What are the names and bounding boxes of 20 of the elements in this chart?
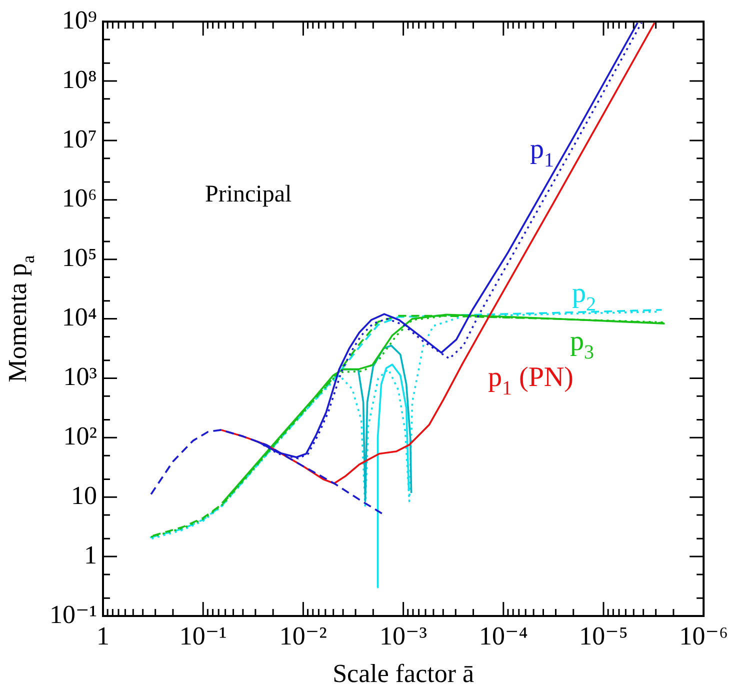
y-tick-label: 10³ — [63, 362, 98, 392]
y-tick-label: 10² — [63, 422, 98, 451]
y-tick-label: 10⁻¹ — [49, 600, 97, 629]
x-tick-label: 10⁻⁵ — [579, 621, 628, 650]
y-axis-title: Momenta pa — [3, 255, 38, 382]
y-tick-label: 1 — [84, 540, 97, 570]
y-tick-label: 10⁸ — [62, 64, 97, 94]
y-tick-label: 10 — [71, 480, 97, 510]
y-tick-label: 10⁴ — [62, 302, 97, 332]
x-tick-label: 10⁻² — [279, 621, 328, 650]
x-tick-label: 10⁻⁴ — [479, 621, 528, 650]
x-tick-label: 10⁻⁶ — [679, 621, 728, 650]
x-axis-title: Scale factor ā — [332, 659, 474, 688]
x-tick-label: 10⁻¹ — [179, 621, 227, 650]
y-tick-label: 10⁷ — [62, 124, 97, 154]
x-tick-label: 10⁻³ — [380, 621, 428, 650]
y-tick-label: 10⁵ — [62, 243, 97, 272]
y-tick-label: 10⁶ — [62, 184, 97, 213]
annotation: Principal — [205, 182, 292, 208]
y-tick-label: 10⁹ — [62, 5, 97, 34]
